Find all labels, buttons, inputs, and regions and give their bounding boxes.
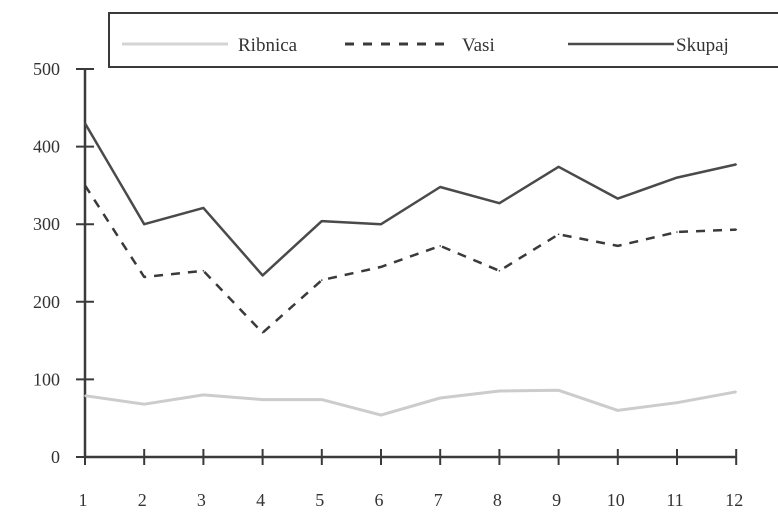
data-point-ribnica [617, 409, 619, 412]
data-point-ribnica [676, 401, 678, 404]
legend-label-ribnica: Ribnica [238, 35, 298, 56]
y-tick-label: 400 [33, 137, 60, 157]
data-point-ribnica [439, 397, 442, 399]
x-tick-label: 12 [725, 490, 743, 510]
data-point-vasi [380, 266, 382, 268]
y-tick-label: 300 [33, 214, 60, 234]
data-point-skupaj [498, 202, 501, 204]
data-point-vasi [84, 184, 86, 187]
data-point-vasi [557, 233, 560, 236]
x-tick-label: 2 [138, 490, 147, 510]
x-tick-label: 5 [315, 490, 324, 510]
series-line-vasi [83, 184, 737, 335]
y-tick-label: 500 [33, 59, 60, 79]
data-point-vasi [261, 332, 264, 334]
data-point-ribnica [84, 394, 86, 397]
data-point-ribnica [735, 391, 737, 393]
data-point-skupaj [321, 220, 323, 222]
y-tick-label: 100 [33, 369, 60, 389]
x-tick-label: 4 [256, 490, 265, 510]
data-point-skupaj [143, 223, 145, 225]
series-line-skupaj [83, 122, 737, 277]
data-point-ribnica [498, 390, 501, 392]
series-lines [83, 122, 737, 417]
x-tick-label: 6 [375, 490, 384, 510]
data-point-ribnica [261, 398, 264, 401]
series-line-ribnica [84, 388, 737, 417]
y-tick-label: 0 [51, 447, 60, 467]
data-point-skupaj [557, 166, 560, 168]
data-point-skupaj [735, 163, 737, 166]
x-tick-label: 7 [434, 490, 443, 510]
data-point-ribnica [380, 414, 382, 416]
x-tick-label: 8 [493, 490, 502, 510]
data-point-vasi [143, 276, 145, 278]
data-point-ribnica [557, 389, 560, 392]
data-point-skupaj [202, 207, 205, 209]
legend: Ribnica Vasi Skupaj [108, 12, 778, 68]
data-point-vasi [735, 228, 737, 231]
legend-box [108, 12, 778, 68]
data-point-vasi [676, 231, 678, 233]
legend-label-skupaj: Skupaj [676, 35, 729, 56]
legend-label-vasi: Vasi [462, 35, 495, 56]
data-point-skupaj [617, 197, 619, 200]
data-point-skupaj [439, 186, 442, 188]
data-point-ribnica [202, 394, 205, 396]
data-point-vasi [498, 270, 501, 272]
data-point-skupaj [676, 176, 678, 179]
data-point-vasi [617, 245, 619, 247]
data-point-vasi [439, 245, 442, 247]
data-point-skupaj [84, 122, 86, 125]
x-tick-label: 9 [552, 490, 561, 510]
x-tick-label: 11 [666, 490, 683, 510]
x-tick-label: 3 [197, 490, 206, 510]
x-tick-label: 10 [607, 490, 625, 510]
y-tick-label: 200 [33, 292, 60, 312]
data-point-skupaj [380, 223, 382, 225]
data-point-vasi [202, 270, 205, 272]
data-point-ribnica [321, 398, 323, 401]
data-point-ribnica [143, 403, 145, 406]
data-point-skupaj [261, 274, 264, 277]
x-tick-label: 1 [79, 490, 88, 510]
data-point-vasi [321, 279, 323, 281]
